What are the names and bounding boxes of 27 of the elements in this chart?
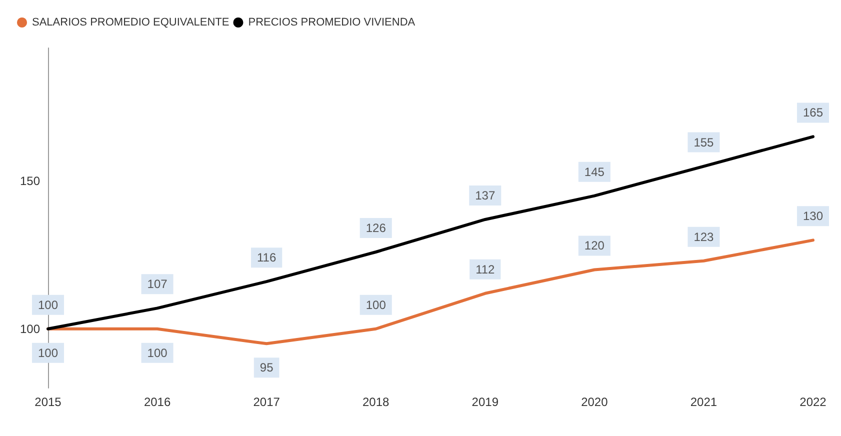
data-label: 155 [694,135,714,150]
data-label: 126 [366,221,386,235]
data-label: 165 [802,106,824,120]
data-label: 145 [584,164,605,179]
data-label: 130 [802,209,824,224]
x-tick-label: 2016 [144,395,171,409]
legend-label: SALARIOS PROMEDIO EQUIVALENTE [32,16,230,28]
data-label: 112 [476,262,496,276]
data-label: 116 [257,250,276,265]
x-tick-label: 2019 [472,395,499,409]
x-tick-label: 2017 [253,395,280,409]
x-tick-label: 2015 [34,395,62,409]
data-label: 95 [260,360,274,375]
data-label: 120 [584,238,605,253]
data-label: 100 [38,346,58,360]
y-tick-label: 150 [20,174,40,188]
x-tick-label: 2020 [581,395,608,409]
data-label: 107 [147,277,168,292]
data-label: 100 [147,346,168,360]
x-tick-label: 2021 [690,395,718,409]
data-label: 123 [694,230,714,244]
x-tick-label: 2022 [800,395,827,409]
legend-label: PRECIOS PROMEDIO VIVIENDA [248,16,416,28]
data-label: 137 [475,188,496,202]
data-label: 100 [366,298,386,312]
x-tick-label: 2018 [362,395,390,409]
data-label: 100 [38,298,58,312]
